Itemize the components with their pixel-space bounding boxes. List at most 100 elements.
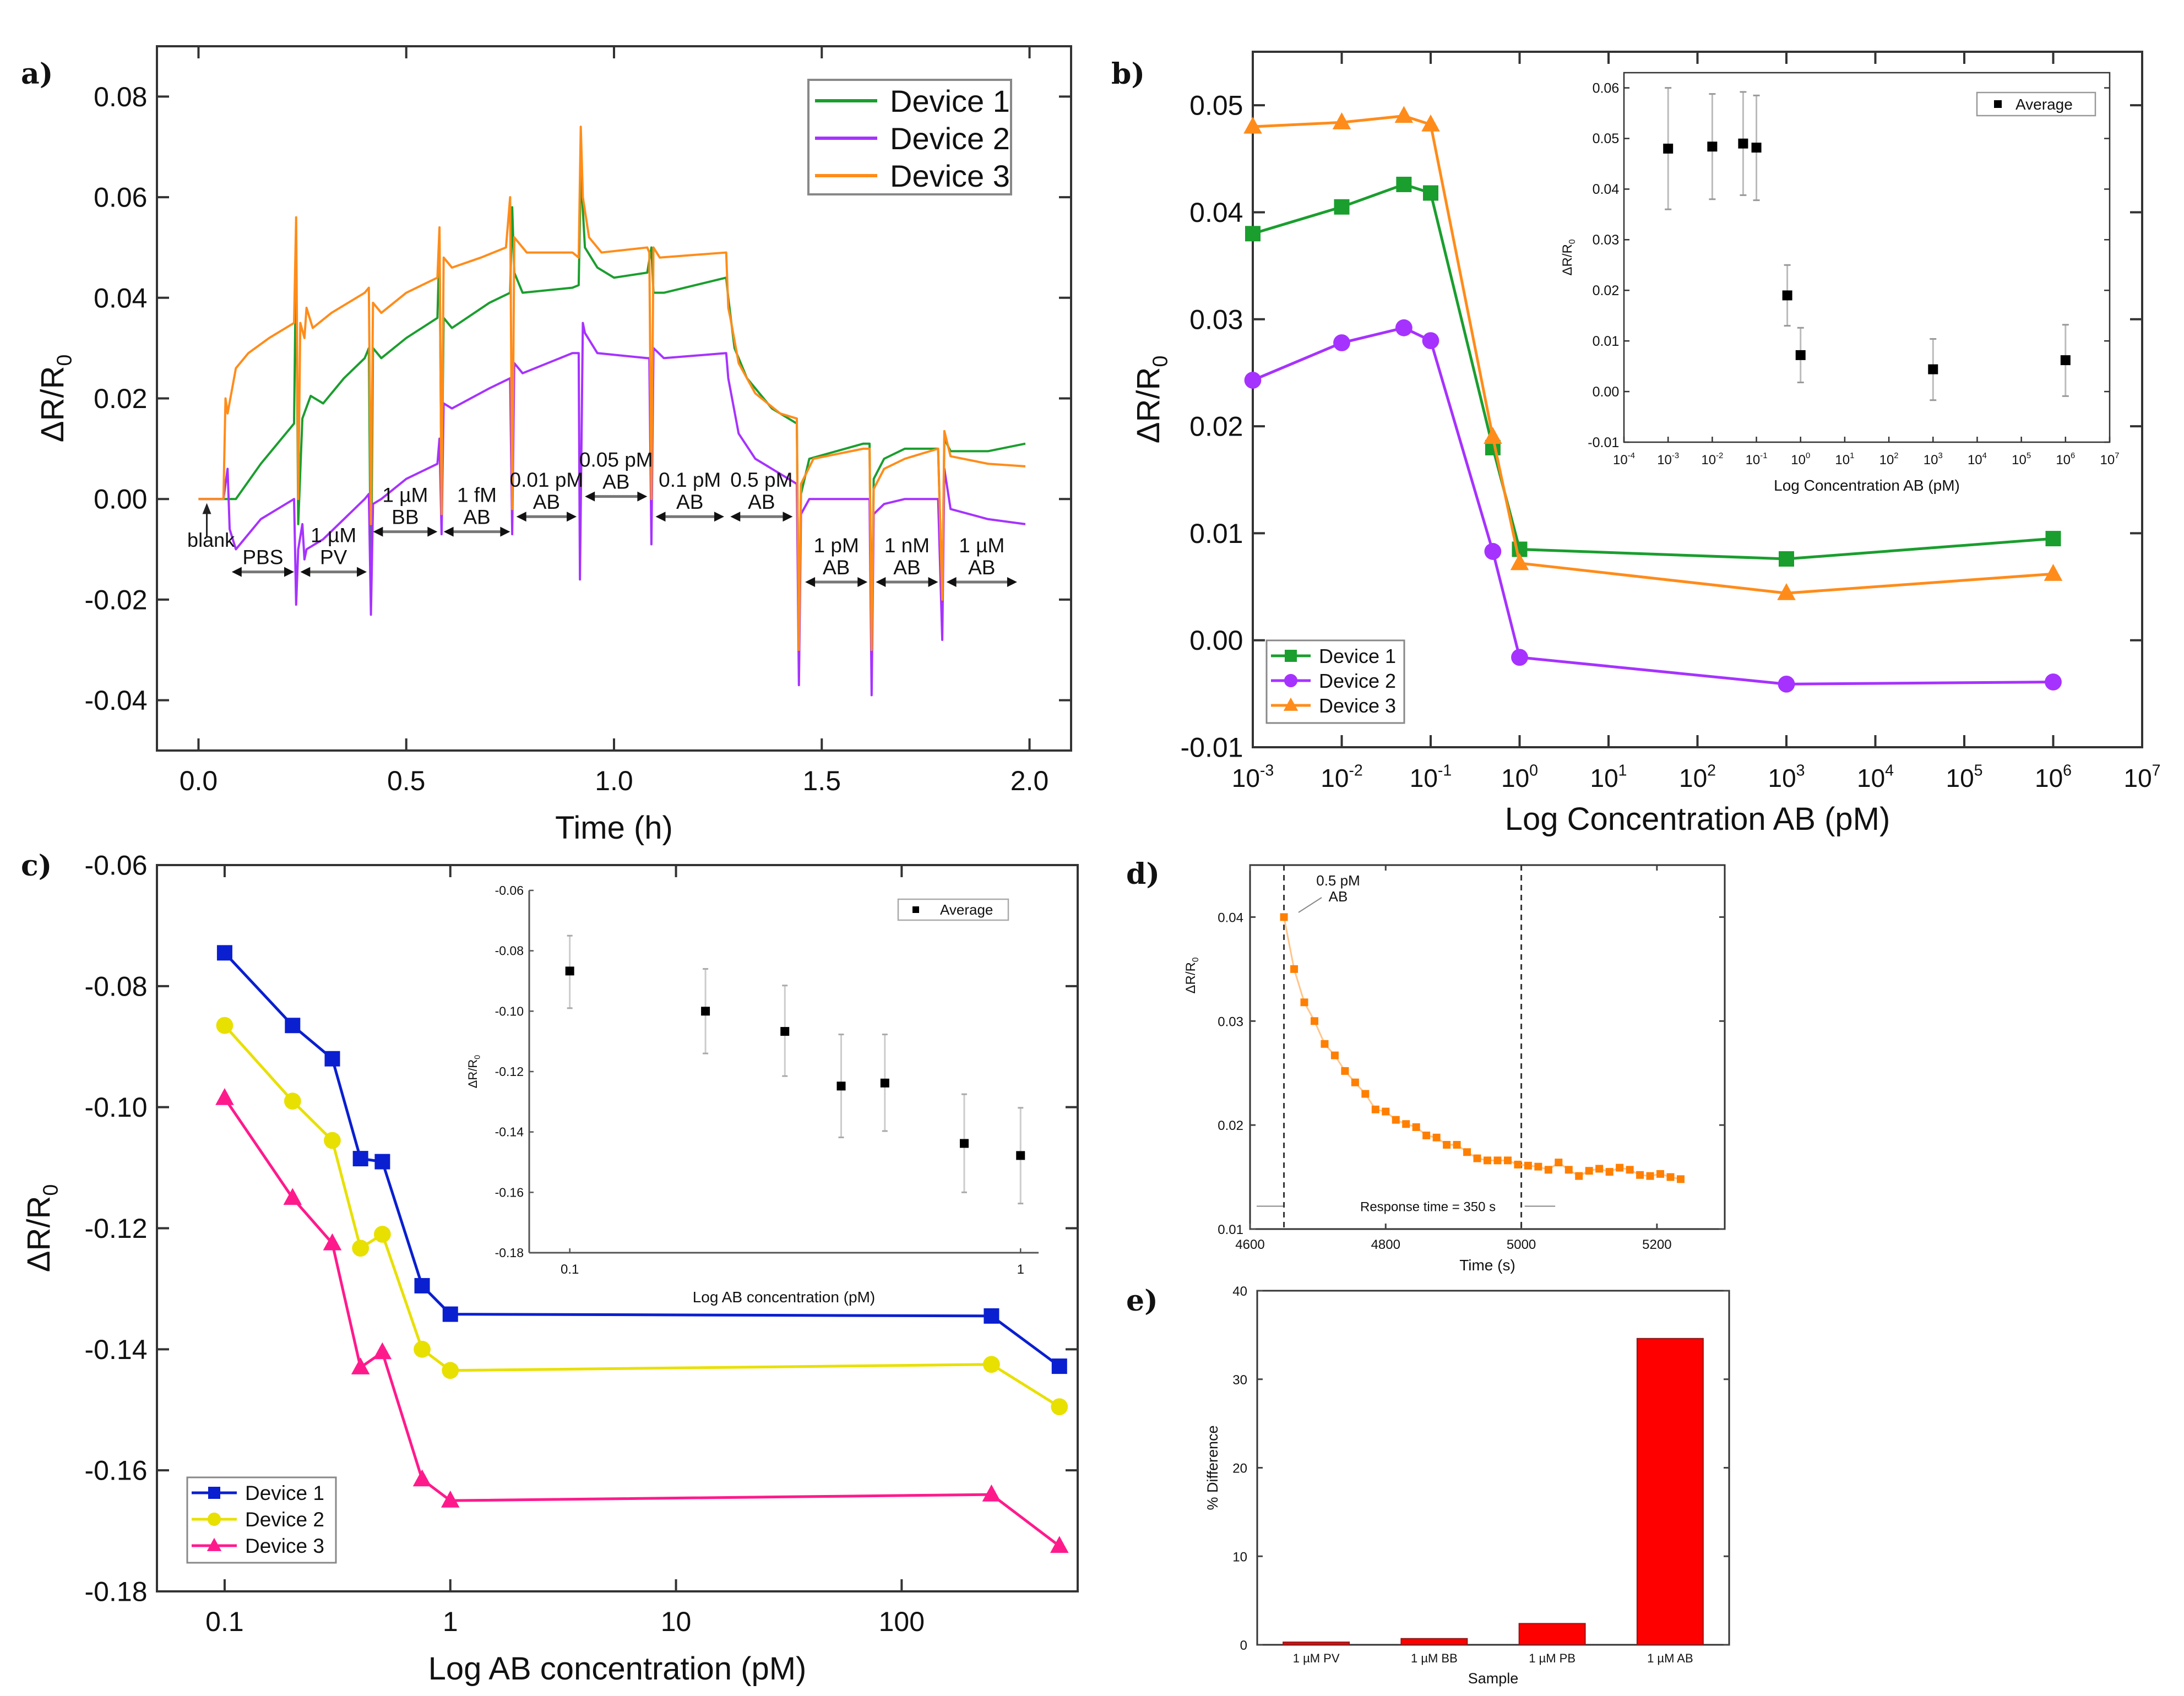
x-tick-label: 10-1: [1746, 452, 1768, 468]
legend-marker: [1994, 100, 2002, 108]
exponent: -3: [1260, 762, 1274, 779]
phase-label: AB: [602, 471, 629, 493]
phase-label: BB: [392, 506, 419, 529]
y-tick-label: 0.02: [1218, 1118, 1243, 1133]
data-point: [836, 1081, 846, 1091]
data-point: [412, 1469, 432, 1487]
x-tick-label: 4600: [1235, 1237, 1264, 1252]
data-point: [1243, 116, 1262, 134]
x-tick-label: 102: [1679, 762, 1716, 792]
data-point: [1511, 649, 1528, 666]
data-point: [373, 1226, 391, 1243]
y-tick-label: -0.01: [1181, 732, 1243, 763]
series-line-device-3: [1252, 115, 2053, 595]
data-point: [215, 1088, 234, 1105]
phase-label: 0.5 pM: [730, 469, 792, 491]
phase-label: 0.01 pM: [510, 469, 584, 491]
data-point: [285, 1018, 301, 1034]
y-tick-label: 0.00: [94, 484, 147, 515]
y-tick-label: -0.16: [85, 1455, 148, 1486]
x-tick-label: 10-2: [1321, 762, 1363, 792]
x-tick-label: 10-4: [1613, 452, 1635, 468]
data-point: [1707, 142, 1718, 152]
y-tick-label: 0.04: [1593, 182, 1620, 197]
inset-legend-label: Average: [940, 901, 993, 918]
y-tick-label: 0.03: [1189, 304, 1243, 335]
data-point: [1663, 143, 1674, 154]
data-point: [780, 1027, 790, 1036]
data-point: [1564, 1166, 1573, 1174]
exponent: 5: [2027, 452, 2031, 460]
legend-label: Device 3: [890, 159, 1010, 193]
x-tick-label: 5000: [1507, 1237, 1536, 1252]
exponent: -3: [1672, 452, 1679, 460]
data-point: [1484, 543, 1502, 560]
data-point: [1361, 1090, 1370, 1098]
ylabel-subscript: 0: [1149, 356, 1172, 367]
inset-x-axis-title: Log AB concentration (pM): [693, 1289, 876, 1306]
exponent: 1: [1618, 762, 1627, 779]
phase-label: PBS: [242, 546, 283, 569]
y-tick-label: 0.02: [1593, 283, 1620, 298]
x-tick-label: 100: [1501, 762, 1538, 792]
decay-line: [1283, 917, 1681, 1180]
data-point: [373, 1342, 392, 1360]
data-point: [1676, 1175, 1685, 1183]
data-point: [1484, 427, 1502, 444]
exponent: 6: [2063, 762, 2072, 779]
data-point: [441, 1490, 460, 1508]
data-point: [565, 966, 574, 976]
data-point: [1534, 1162, 1542, 1171]
data-point: [1332, 112, 1351, 129]
exponent: 7: [2152, 762, 2161, 779]
data-point: [216, 1016, 233, 1034]
exponent: 0: [1806, 452, 1810, 460]
data-point: [1666, 1173, 1675, 1181]
data-point: [880, 1078, 889, 1088]
exponent: 7: [2115, 452, 2119, 460]
data-point: [1453, 1141, 1461, 1149]
legend-marker: [207, 1512, 221, 1526]
exponent: 2: [1707, 762, 1716, 779]
data-point: [1016, 1151, 1025, 1160]
data-point: [1473, 1154, 1481, 1162]
data-point: [1290, 965, 1299, 973]
y-tick-label: -0.06: [85, 850, 148, 881]
annotation-arrow: [1298, 897, 1322, 913]
arrowhead: [655, 512, 666, 522]
y-tick-label: 0.02: [1189, 411, 1243, 442]
arrowhead: [284, 567, 294, 577]
arrowhead: [231, 567, 242, 577]
inset-frame: [1623, 72, 2111, 443]
data-point: [324, 1051, 340, 1067]
data-point: [1382, 1107, 1390, 1116]
exponent: 1: [1850, 452, 1854, 460]
phase-label: 0.05 pM: [579, 449, 653, 471]
data-point: [1245, 226, 1261, 242]
data-point: [442, 1362, 459, 1379]
exponent: 4: [1982, 452, 1987, 460]
x-tick-label: 1.5: [803, 765, 841, 796]
legend-marker: [1285, 650, 1297, 662]
y-tick-label: -0.04: [85, 685, 148, 716]
data-point: [1503, 1156, 1512, 1165]
data-point: [1341, 1067, 1349, 1075]
x-tick-label: 0.1: [205, 1606, 244, 1637]
data-point: [1510, 553, 1529, 570]
y-tick-label: 0.00: [1593, 384, 1620, 400]
y-tick-label: 40: [1232, 1284, 1247, 1299]
data-point: [1051, 1398, 1068, 1416]
x-tick-label: 106: [2056, 452, 2075, 468]
data-point: [1050, 1536, 1069, 1553]
data-point: [1421, 114, 1440, 132]
phase-label: AB: [823, 556, 850, 579]
x-tick-label: 10-1: [1410, 762, 1452, 792]
y-axis-title: ΔR/R0: [35, 355, 76, 443]
annotation-label: 0.5 pM: [1316, 872, 1360, 889]
data-point: [1422, 332, 1439, 350]
arrowhead: [857, 577, 868, 587]
data-point: [1443, 1141, 1451, 1149]
series-line-device-3: [223, 1097, 1061, 1547]
data-point: [1395, 319, 1412, 336]
data-point: [1402, 1120, 1410, 1128]
